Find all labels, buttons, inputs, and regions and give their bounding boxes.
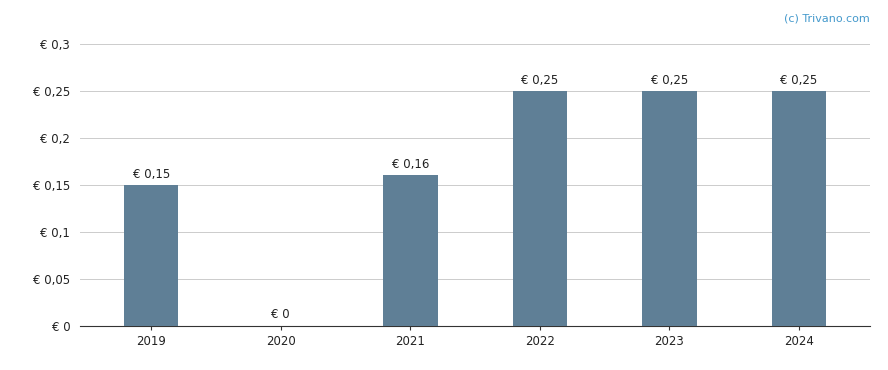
Text: € 0,25: € 0,25 xyxy=(651,74,688,87)
Bar xyxy=(512,91,567,326)
Text: € 0,25: € 0,25 xyxy=(521,74,559,87)
Text: € 0,16: € 0,16 xyxy=(392,158,429,171)
Bar xyxy=(124,185,178,326)
Bar xyxy=(642,91,696,326)
Bar xyxy=(772,91,826,326)
Text: € 0: € 0 xyxy=(272,308,290,321)
Text: (c) Trivano.com: (c) Trivano.com xyxy=(784,14,870,24)
Text: € 0,25: € 0,25 xyxy=(781,74,818,87)
Bar xyxy=(383,175,438,326)
Text: € 0,15: € 0,15 xyxy=(132,168,170,181)
